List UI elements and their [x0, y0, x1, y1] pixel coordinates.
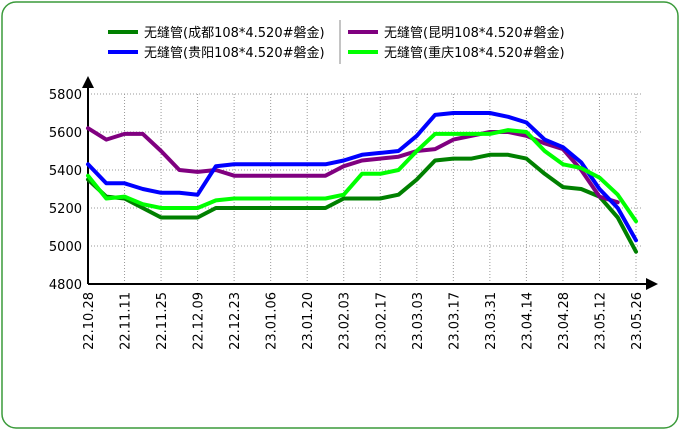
x-tick-label: 22.12.09 — [192, 292, 207, 350]
x-axis-arrow — [646, 278, 658, 290]
y-tick-label: 5200 — [49, 202, 82, 217]
x-tick-label: 22.11.25 — [155, 292, 170, 350]
y-tick-label: 5800 — [49, 88, 82, 103]
x-tick-label: 23.05.26 — [630, 292, 645, 350]
legend-label: 无缝管(昆明108*4.520#磐金) — [384, 25, 565, 41]
legend-label: 无缝管(成都108*4.520#磐金) — [144, 25, 325, 41]
series-line — [86, 128, 638, 224]
x-tick-label: 23.03.31 — [484, 292, 499, 350]
x-tick-label: 23.03.17 — [447, 292, 462, 350]
series-line — [86, 152, 638, 254]
y-tick-label: 5000 — [49, 240, 82, 255]
x-tick-label: 22.12.23 — [228, 292, 243, 350]
x-tick-label: 23.02.03 — [338, 292, 353, 350]
x-tick-label: 23.03.03 — [411, 292, 426, 350]
x-tick-label: 23.04.14 — [520, 292, 535, 350]
x-tick-label: 23.02.17 — [374, 292, 389, 350]
legend-label: 无缝管(重庆108*4.520#磐金) — [384, 45, 565, 61]
x-tick-label: 23.01.06 — [265, 292, 280, 350]
series-line — [86, 111, 638, 243]
x-tick-label: 23.01.20 — [301, 292, 316, 350]
x-tick-label: 23.05.12 — [593, 292, 608, 350]
y-tick-label: 5600 — [49, 126, 82, 141]
y-tick-label: 5400 — [49, 164, 82, 179]
x-tick-label: 22.10.28 — [82, 292, 97, 350]
y-axis-arrow — [82, 76, 94, 88]
y-tick-label: 4800 — [49, 278, 82, 293]
legend-label: 无缝管(贵阳108*4.520#磐金) — [144, 45, 325, 61]
x-tick-label: 23.04.28 — [557, 292, 572, 350]
x-tick-label: 22.11.11 — [119, 292, 134, 350]
